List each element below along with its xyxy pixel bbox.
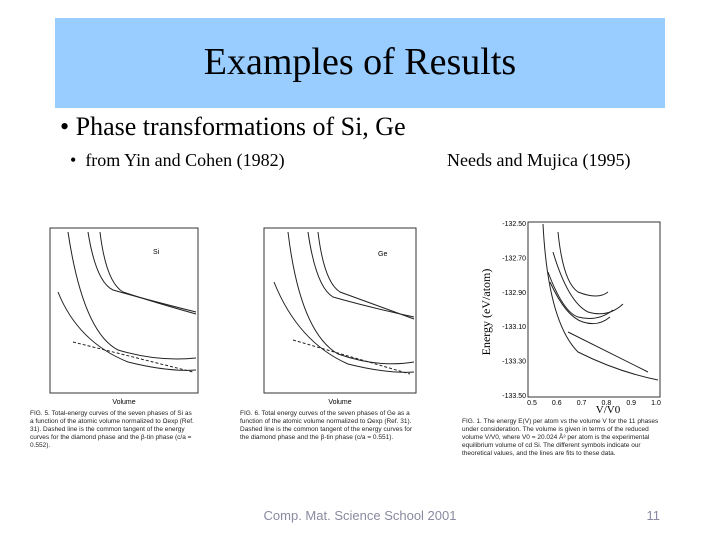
caption: FIG. 6. Total energy curves of the seven… <box>240 410 412 441</box>
y-tick-label: -132.70 <box>502 255 526 262</box>
y-tick-label: -133.10 <box>502 324 526 331</box>
x-tick-label: 1.0 <box>651 400 661 407</box>
page-number: 11 <box>646 508 661 523</box>
curve <box>547 271 614 319</box>
curve <box>557 231 609 297</box>
sub-bullet-text: Needs and Mujica (1995) <box>447 150 631 170</box>
caption: FIG. 5. Total-energy curves of the seven… <box>30 410 194 449</box>
figure-label: Si <box>153 249 160 256</box>
curve <box>287 231 415 365</box>
curve <box>87 231 197 313</box>
curve <box>552 251 624 315</box>
curve <box>57 291 197 371</box>
curve <box>542 223 659 381</box>
tangent <box>292 339 411 375</box>
sub-bullet-text: from Yin and Cohen (1982) <box>85 150 285 170</box>
y-tick-label: -132.90 <box>502 290 526 297</box>
curve <box>273 281 415 373</box>
x-tick-label: 0.6 <box>552 400 562 407</box>
title: Examples of Results <box>203 41 517 83</box>
curve <box>67 231 197 360</box>
axes <box>49 227 199 394</box>
x-tick-label: 0.7 <box>577 400 587 407</box>
x-label: V/V0 <box>596 404 621 416</box>
y-tick-label: -133.30 <box>502 359 526 366</box>
curve <box>317 231 415 320</box>
caption: FIG. 1. The energy E(V) per atom vs the … <box>462 418 659 457</box>
x-label: Volume <box>328 399 351 406</box>
footer: Comp. Mat. Science School 2001 <box>263 508 457 523</box>
tangent <box>72 341 194 373</box>
bullet: • Phase transformations of Si, Ge <box>60 112 406 141</box>
curve <box>549 281 611 325</box>
curve <box>567 331 649 373</box>
y-tick-label: -133.50 <box>502 393 526 400</box>
x-label: Volume <box>112 399 135 406</box>
figure-si: Si Volume <box>49 227 199 406</box>
curve <box>307 231 415 318</box>
figure-ge: Ge Volume <box>263 227 417 406</box>
axes <box>263 227 417 394</box>
curve <box>99 231 197 315</box>
x-tick-label: 0.8 <box>602 400 612 407</box>
y-label: Energy (eV/atom) <box>479 269 493 356</box>
figure-needs: Energy (eV/atom) V/V0 -132.50 -132.70 -132… <box>479 221 661 416</box>
y-tick-label: -132.50 <box>502 221 526 228</box>
bullet-text: Phase transformations of Si, Ge <box>75 112 406 141</box>
title-box <box>55 18 665 108</box>
sub-bullet: • from Yin and Cohen (1982) <box>70 150 285 170</box>
x-tick-label: 0.5 <box>527 400 537 407</box>
axes <box>527 221 661 398</box>
x-tick-label: 0.9 <box>626 400 636 407</box>
figure-label: Ge <box>378 251 387 258</box>
